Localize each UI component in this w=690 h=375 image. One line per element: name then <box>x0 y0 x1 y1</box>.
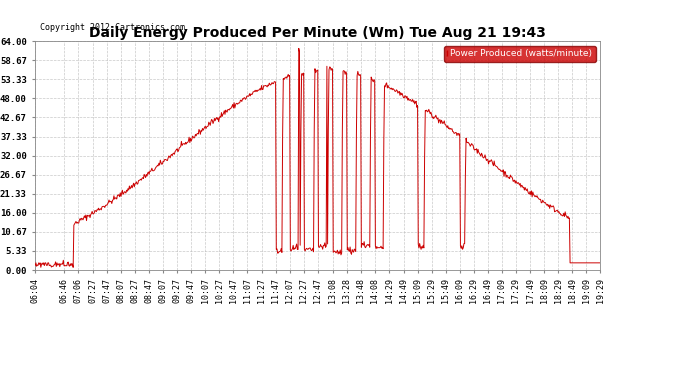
Legend: Power Produced (watts/minute): Power Produced (watts/minute) <box>444 46 595 62</box>
Text: Copyright 2012 Cartronics.com: Copyright 2012 Cartronics.com <box>40 23 185 32</box>
Title: Daily Energy Produced Per Minute (Wm) Tue Aug 21 19:43: Daily Energy Produced Per Minute (Wm) Tu… <box>89 26 546 40</box>
